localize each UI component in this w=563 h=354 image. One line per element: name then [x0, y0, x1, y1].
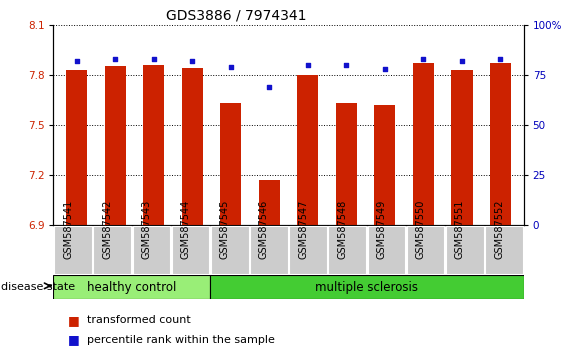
Text: GSM587543: GSM587543: [141, 200, 151, 259]
Bar: [250, 226, 288, 274]
Text: GSM587551: GSM587551: [455, 200, 465, 259]
Bar: [368, 226, 405, 274]
Point: [342, 62, 351, 68]
Bar: [210, 275, 524, 299]
Bar: [258, 180, 280, 225]
Text: disease state: disease state: [1, 282, 75, 292]
Point: [149, 56, 158, 62]
Text: multiple sclerosis: multiple sclerosis: [315, 281, 418, 293]
Bar: [407, 226, 444, 274]
Text: GSM587548: GSM587548: [337, 200, 347, 259]
Text: ■: ■: [68, 333, 79, 346]
Bar: [105, 67, 126, 225]
Bar: [143, 65, 164, 225]
Point: [457, 58, 466, 64]
Text: transformed count: transformed count: [87, 315, 191, 325]
Bar: [328, 226, 366, 274]
Point: [419, 56, 428, 62]
Point: [187, 58, 196, 64]
Point: [381, 66, 390, 72]
Bar: [446, 226, 484, 274]
Bar: [182, 68, 203, 225]
Text: GSM587547: GSM587547: [298, 200, 308, 259]
Bar: [220, 103, 242, 225]
Bar: [133, 226, 170, 274]
Point: [265, 84, 274, 90]
Bar: [485, 226, 523, 274]
Bar: [66, 70, 87, 225]
Text: GSM587552: GSM587552: [494, 200, 504, 259]
Bar: [289, 226, 327, 274]
Bar: [172, 226, 209, 274]
Point: [226, 64, 235, 70]
Bar: [53, 275, 210, 299]
Text: GSM587549: GSM587549: [377, 200, 386, 259]
Text: GDS3886 / 7974341: GDS3886 / 7974341: [166, 9, 307, 23]
Text: GSM587544: GSM587544: [181, 200, 191, 259]
Text: GSM587541: GSM587541: [63, 200, 73, 259]
Text: ■: ■: [68, 314, 79, 327]
Text: healthy control: healthy control: [87, 281, 177, 293]
Text: GSM587545: GSM587545: [220, 200, 230, 259]
Bar: [452, 70, 472, 225]
Point: [303, 62, 312, 68]
Text: GSM587542: GSM587542: [102, 200, 112, 259]
Bar: [211, 226, 249, 274]
Bar: [336, 103, 357, 225]
Bar: [54, 226, 92, 274]
Point: [111, 56, 120, 62]
Text: GSM587550: GSM587550: [415, 200, 426, 259]
Bar: [297, 75, 319, 225]
Text: percentile rank within the sample: percentile rank within the sample: [87, 335, 275, 345]
Text: GSM587546: GSM587546: [259, 200, 269, 259]
Bar: [93, 226, 131, 274]
Point: [496, 56, 505, 62]
Bar: [413, 63, 434, 225]
Bar: [490, 63, 511, 225]
Point: [72, 58, 81, 64]
Bar: [374, 105, 395, 225]
